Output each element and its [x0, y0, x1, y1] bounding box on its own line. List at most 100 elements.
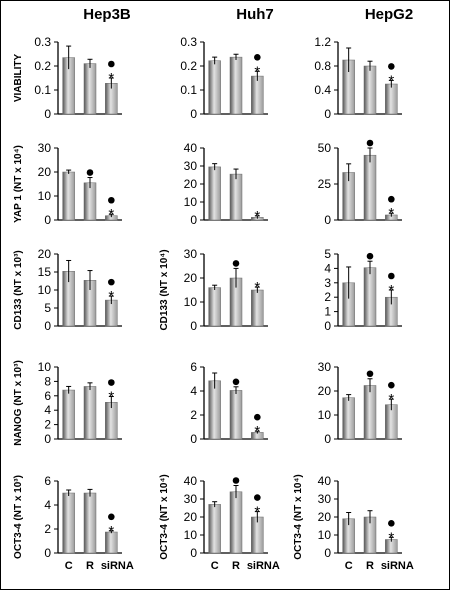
- significance-star-r2c0-2: *: [108, 288, 114, 305]
- chart-r1c2: 0 25 50 *: [318, 139, 402, 227]
- y-axis-label-r2c0: CD133 (NT x 10³): [13, 250, 24, 329]
- y-tick-label-r2c2-4: 4: [324, 261, 331, 275]
- x-tick-label-r4c0-2: siRNA: [101, 560, 134, 572]
- significance-dot-r1c0-1: [86, 169, 94, 176]
- y-tick-label-r0c1-3: 0.3: [180, 35, 197, 49]
- y-tick-label-r2c0-4: 20: [38, 247, 52, 261]
- y-tick-label-r1c2-2: 50: [318, 141, 332, 155]
- x-tick-label-r4c1-1: R: [232, 560, 240, 572]
- y-tick-label-r3c1-3: 6: [190, 360, 197, 374]
- y-tick-label-r0c1-0: 0: [190, 107, 197, 121]
- chart-r0c2: 0 0.4 0.8 1.2 *: [314, 35, 402, 121]
- significance-star-r4c0-2: *: [108, 523, 114, 540]
- y-tick-label-r2c2-0: 0: [324, 319, 331, 333]
- y-tick-label-r3c0-3: 6: [44, 389, 51, 403]
- bar-r0c2-1: [363, 65, 377, 115]
- significance-dot-r3c2-2: [388, 381, 395, 389]
- y-tick-label-r2c1-2: 20: [184, 271, 198, 285]
- y-tick-label-r3c0-4: 8: [44, 374, 51, 388]
- y-tick-label-r2c2-3: 3: [324, 276, 331, 290]
- bar-r0c1-2: [251, 75, 264, 115]
- x-tick-label-r4c0-1: R: [86, 560, 94, 572]
- bar-r4c0-0: [62, 492, 75, 554]
- significance-dot-r0c2-2: [388, 63, 395, 70]
- chart-r3c1: 0 2 4 6 *: [190, 360, 268, 446]
- y-tick-label-r3c2-0: 0: [324, 432, 331, 446]
- y-tick-label-r3c1-0: 0: [190, 432, 197, 446]
- bar-r1c0-0: [62, 171, 75, 221]
- y-tick-label-r1c0-0: 0: [44, 213, 51, 227]
- y-tick-label-r2c0-0: 0: [44, 319, 51, 333]
- significance-dot-r4c1-1: [232, 477, 240, 484]
- x-tick-label-r4c1-0: C: [211, 560, 219, 572]
- y-tick-label-r4c1-0: 0: [190, 546, 197, 560]
- chart-r0c0: 0 0.1 0.2 0.3 VIABILITY *: [13, 35, 122, 121]
- bar-r0c1-1: [229, 56, 243, 115]
- significance-star-r3c1-2: *: [254, 423, 260, 440]
- x-tick-label-r4c0-0: C: [65, 560, 73, 572]
- y-tick-label-r4c1-2: 20: [184, 510, 198, 524]
- bar-r3c0-1: [83, 386, 97, 440]
- y-tick-label-r4c1-3: 30: [184, 492, 198, 506]
- significance-star-r1c1-2: *: [254, 208, 260, 225]
- y-tick-label-r3c1-2: 4: [190, 384, 197, 398]
- y-tick-label-r4c0-1: 2: [44, 522, 51, 536]
- y-tick-label-r2c2-1: 1: [324, 305, 331, 319]
- y-tick-label-r3c0-5: 10: [38, 360, 52, 374]
- y-tick-label-r2c0-2: 10: [38, 283, 52, 297]
- y-tick-label-r3c2-2: 20: [318, 384, 332, 398]
- significance-star-r0c0-2: *: [108, 70, 114, 87]
- y-tick-label-r0c2-2: 0.8: [314, 59, 331, 73]
- bar-r3c2-1: [363, 385, 377, 440]
- y-tick-label-r4c0-3: 6: [44, 474, 51, 488]
- significance-star-r3c2-2: *: [388, 391, 394, 408]
- x-tick-label-r4c2-2: siRNA: [381, 560, 414, 572]
- y-tick-label-r2c0-1: 5: [44, 301, 51, 315]
- bar-r1c0-1: [83, 182, 97, 221]
- bar-r3c1-1: [229, 390, 243, 440]
- chart-r0c1: 0 0.1 0.2 0.3 *: [180, 35, 268, 121]
- y-tick-label-r4c2-2: 20: [318, 510, 332, 524]
- y-tick-label-r1c0-2: 20: [38, 165, 52, 179]
- charts-group: 0 0.1 0.2 0.3 VIABILITY * 0 0.1 0.2 0.3 * 0 0.4 0.8 1.…: [13, 35, 414, 572]
- y-tick-label-r1c1-1: 10: [184, 195, 198, 209]
- y-tick-label-r0c0-1: 0.1: [34, 83, 51, 97]
- bar-r1c1-1: [229, 173, 243, 221]
- y-tick-label-r0c2-0: 0: [324, 107, 331, 121]
- significance-star-r2c1-2: *: [254, 279, 260, 296]
- bar-r0c0-1: [83, 63, 97, 115]
- bar-r3c0-0: [62, 389, 75, 440]
- significance-star-r4c1-2: *: [254, 504, 260, 521]
- bar-r4c0-1: [83, 492, 97, 554]
- y-tick-label-r1c0-1: 10: [38, 189, 52, 203]
- y-axis-label-r4c0: OCT3-4 (NT x 10³): [13, 475, 24, 559]
- y-tick-label-r3c0-2: 4: [44, 403, 51, 417]
- significance-dot-r2c0-2: [108, 278, 115, 286]
- y-tick-label-r3c0-1: 2: [44, 418, 51, 432]
- significance-dot-r3c1-2: [254, 413, 261, 421]
- y-tick-label-r4c2-1: 10: [318, 528, 332, 542]
- y-axis-label-r3c0: NANOG (NT x 10³): [13, 360, 24, 446]
- significance-dot-r2c2-2: [388, 272, 395, 280]
- y-tick-label-r1c2-1: 25: [318, 177, 332, 191]
- significance-star-r1c2-2: *: [388, 205, 394, 222]
- y-tick-label-r4c2-0: 0: [324, 546, 331, 560]
- significance-dot-r0c1-2: [254, 53, 261, 61]
- significance-dot-r3c0-2: [108, 379, 115, 386]
- y-tick-label-r2c1-3: 30: [184, 247, 198, 261]
- significance-star-r4c2-2: *: [388, 529, 394, 546]
- chart-r2c1: 0 10 20 30 CD133 (NT x 10⁴) *: [159, 247, 268, 333]
- x-tick-label-r4c2-1: R: [366, 560, 374, 572]
- significance-dot-r0c0-2: [108, 60, 115, 68]
- y-tick-label-r4c2-3: 30: [318, 492, 332, 506]
- y-tick-label-r2c0-3: 15: [38, 265, 52, 279]
- y-tick-label-r1c2-0: 0: [324, 213, 331, 227]
- y-tick-label-r3c1-1: 2: [190, 408, 197, 422]
- y-axis-label-r4c2: OCT3-4 (NT x 10⁴): [293, 474, 304, 560]
